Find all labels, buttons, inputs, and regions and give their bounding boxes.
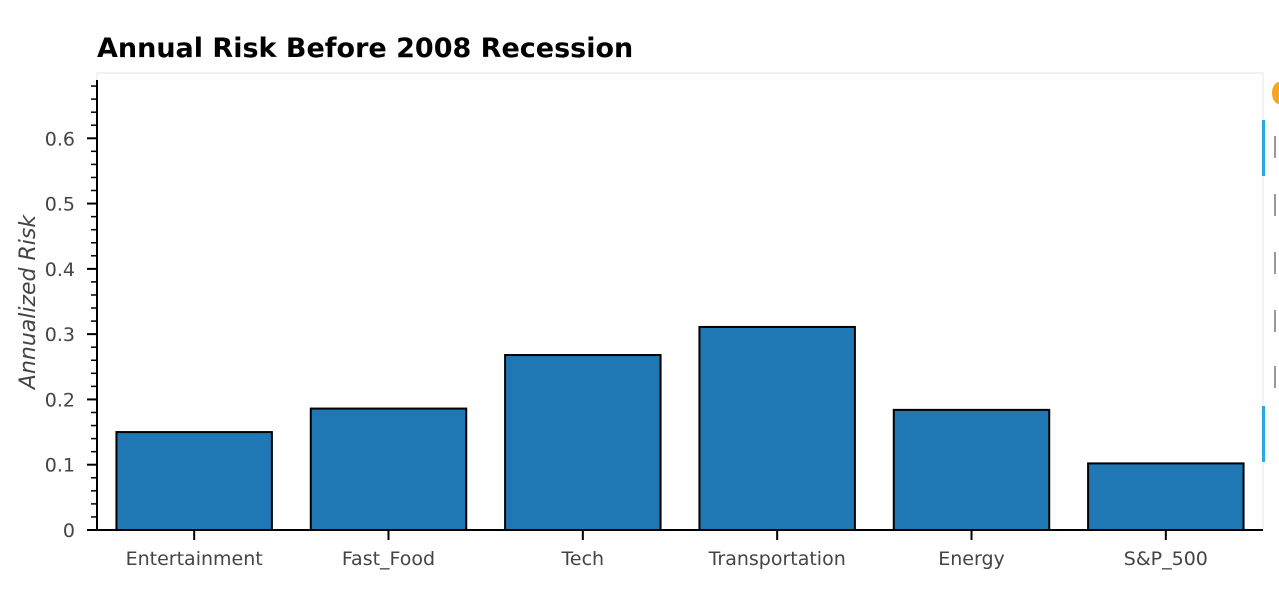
bar-fast-food	[309, 407, 468, 532]
bar-energy	[892, 408, 1051, 531]
x-tick-label: Transportation	[708, 548, 846, 570]
bar-s-p-500	[1087, 462, 1245, 531]
bars-group	[115, 325, 1245, 532]
pan-tool-active-indicator[interactable]	[1262, 120, 1265, 176]
y-axis: 0 0.1 0.2 0.3 0.4 0.5 0.6	[45, 80, 98, 542]
wheel-zoom-icon[interactable]	[1274, 252, 1279, 274]
x-tick-label: Energy	[938, 548, 1005, 570]
y-axis-label: Annualized Risk	[16, 214, 41, 391]
pan-icon[interactable]	[1274, 136, 1279, 158]
bokeh-logo-icon	[1272, 82, 1279, 104]
x-tick-label: Fast_Food	[342, 548, 435, 570]
y-tick-label: 0.5	[45, 194, 75, 216]
y-tick-label: 0.2	[45, 389, 75, 411]
x-axis: Entertainment Fast_Food Tech Transportation…	[87, 529, 1263, 570]
chart-title: Annual Risk Before 2008 Recession	[97, 33, 633, 64]
chart-toolbar	[1262, 74, 1279, 474]
y-tick-label: 0.3	[45, 324, 75, 346]
y-tick-label: 0	[63, 520, 75, 542]
hover-tool-active-indicator[interactable]	[1262, 406, 1265, 462]
x-tick-label: Entertainment	[126, 548, 263, 570]
x-tick-label: S&P_500	[1124, 548, 1208, 570]
y-tick-label: 0.4	[45, 259, 75, 281]
save-icon[interactable]	[1274, 310, 1279, 332]
x-tick-label: Tech	[561, 548, 605, 570]
reset-icon[interactable]	[1274, 366, 1279, 388]
bar-tech	[504, 354, 662, 531]
box-zoom-icon[interactable]	[1274, 194, 1279, 216]
bar-entertainment	[115, 431, 273, 532]
y-tick-label: 0.1	[45, 455, 75, 477]
y-tick-label: 0.6	[45, 128, 75, 150]
bar-transportation	[698, 325, 856, 531]
